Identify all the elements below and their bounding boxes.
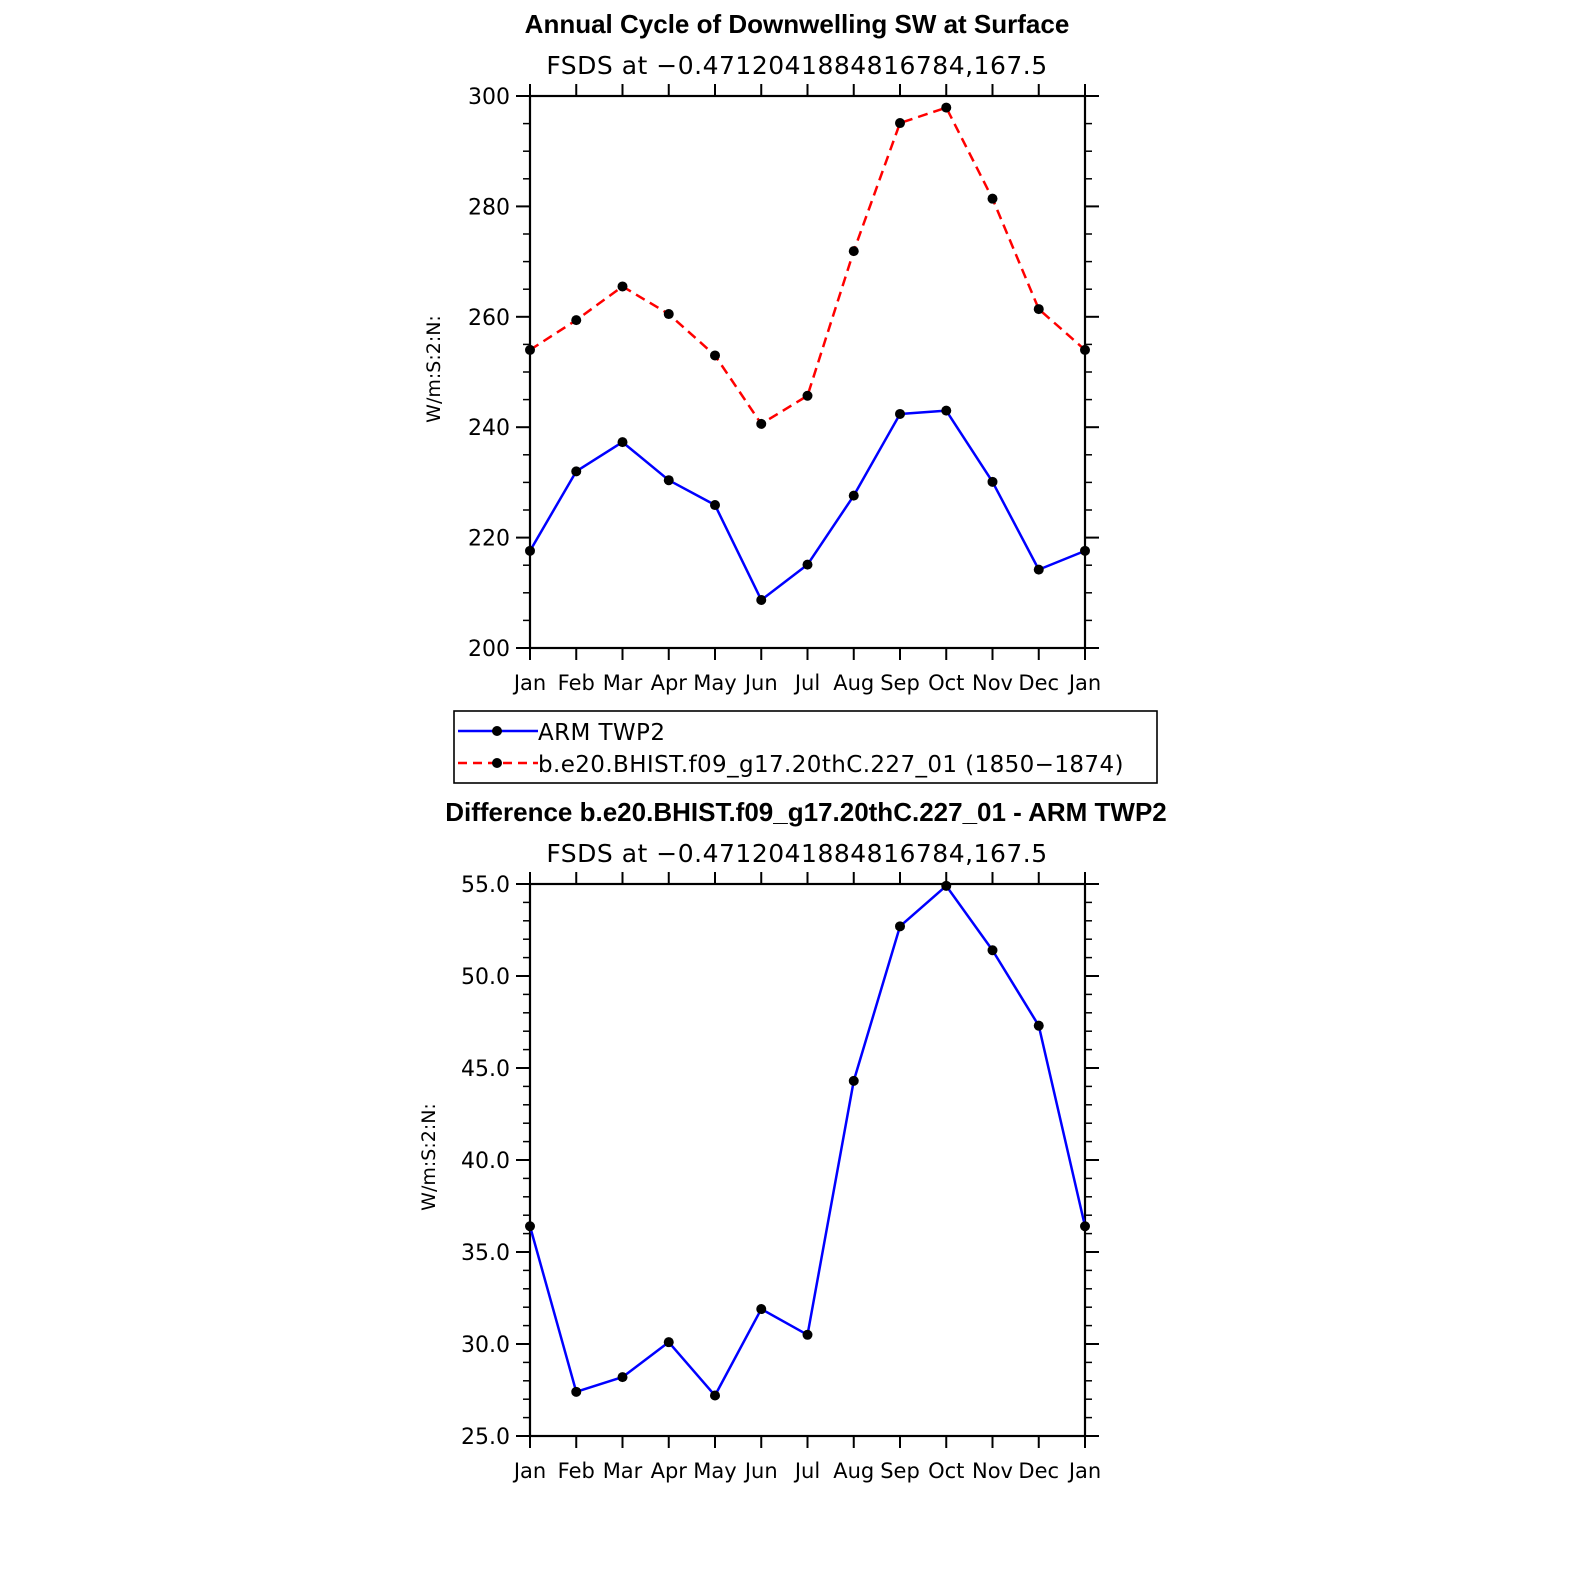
ytick-label: 30.0 xyxy=(461,1333,510,1358)
series-line-1 xyxy=(528,409,1086,602)
series-line-1 xyxy=(528,884,1087,1397)
ytick-label: 220 xyxy=(468,527,510,552)
series-1-point xyxy=(987,945,998,956)
series-1-point xyxy=(617,1372,628,1383)
chart-1-plot: 200 220 240 260 280 300 Jan Feb Mar Apr May Jun Jul A… xyxy=(468,84,1101,695)
xtick-label: Jan xyxy=(512,1459,546,1483)
series-1-point xyxy=(756,594,767,605)
legend-marker-model xyxy=(492,758,502,768)
series-2-point xyxy=(802,390,813,401)
xtick-label: Feb xyxy=(558,671,595,695)
series-1-point xyxy=(663,475,674,486)
series-2-point xyxy=(987,193,998,204)
legend-marker-arm-twp2 xyxy=(492,726,502,736)
chart-2-title: Difference b.e20.BHIST.f09_g17.20thC.227… xyxy=(445,797,1167,827)
series-2-point xyxy=(848,246,859,257)
chart-2-ylabel: W/m:S:2:N: xyxy=(418,1103,440,1211)
ytick-label: 25.0 xyxy=(461,1425,510,1450)
series-1-point xyxy=(941,880,952,891)
ytick-label: 260 xyxy=(468,306,510,331)
xtick-label: Sep xyxy=(880,671,920,695)
series-1-point xyxy=(525,545,535,556)
chart-2-subtitle: FSDS at −0.4712041884816784,167.5 xyxy=(546,839,1047,868)
chart-2-plot: 25.0 30.0 35.0 40.0 45.0 50.0 55.0 Jan Feb Mar Apr… xyxy=(461,872,1101,1483)
series-1-point xyxy=(802,559,813,570)
series-1-point xyxy=(1033,564,1044,575)
xtick-label: Nov xyxy=(972,671,1013,695)
series-2-point xyxy=(941,102,952,113)
xtick-label: Aug xyxy=(833,671,874,695)
xtick-label: Mar xyxy=(603,1459,643,1483)
series-1-point xyxy=(756,1304,767,1315)
series-1-point xyxy=(802,1329,813,1340)
xtick-label: Aug xyxy=(833,1459,874,1483)
xtick-label: Mar xyxy=(603,671,643,695)
xtick-label: May xyxy=(693,671,736,695)
xtick-label: May xyxy=(693,1459,736,1483)
ytick-label: 35.0 xyxy=(461,1241,510,1266)
chart-1-ylabel: W/m:S:2:N: xyxy=(423,315,445,423)
ytick-label: 200 xyxy=(468,637,510,662)
xtick-label: Jun xyxy=(743,671,778,695)
series-2-point xyxy=(1080,344,1090,355)
xtick-label: Sep xyxy=(880,1459,920,1483)
xtick-label: Apr xyxy=(651,671,688,695)
legend-box xyxy=(453,710,1158,784)
series-2-point xyxy=(571,315,582,326)
xtick-label: Oct xyxy=(928,671,964,695)
series-2-point xyxy=(663,309,674,320)
xtick-label: Jan xyxy=(1067,1459,1101,1483)
series-1-point xyxy=(848,1075,859,1086)
legend-label-model: b.e20.BHIST.f09_g17.20thC.227_01 (1850−1… xyxy=(538,752,1124,778)
series-1-point xyxy=(1080,545,1090,556)
ytick-label: 300 xyxy=(468,85,510,110)
xtick-label: Jan xyxy=(512,671,546,695)
series-1-point xyxy=(710,1390,720,1401)
series-1-point xyxy=(848,490,859,501)
series-1-point xyxy=(987,476,998,487)
series-2-point xyxy=(710,350,720,361)
xtick-label: Dec xyxy=(1018,671,1059,695)
series-2-point xyxy=(525,344,535,355)
xtick-label: Apr xyxy=(651,1459,688,1483)
chart-1-title: Annual Cycle of Downwelling SW at Surfac… xyxy=(525,9,1070,39)
series-2-point xyxy=(756,418,767,429)
ytick-label: 45.0 xyxy=(461,1057,510,1082)
chart-1-subtitle: FSDS at −0.4712041884816784,167.5 xyxy=(546,51,1047,80)
xtick-label: Dec xyxy=(1018,1459,1059,1483)
xtick-label: Jan xyxy=(1067,671,1101,695)
ytick-label: 240 xyxy=(468,416,510,441)
legend-label-arm-twp2: ARM TWP2 xyxy=(538,720,665,746)
ytick-label: 50.0 xyxy=(461,965,510,990)
chart-1-legend: ARM TWP2 b.e20.BHIST.f09_g17.20thC.227_0… xyxy=(453,710,1158,784)
series-1-point xyxy=(663,1337,674,1348)
series-2-point xyxy=(617,281,628,292)
xtick-label: Feb xyxy=(558,1459,595,1483)
series-1-point xyxy=(1033,1020,1044,1031)
xtick-label: Jul xyxy=(793,1459,820,1483)
series-1-point xyxy=(571,466,582,477)
xtick-label: Jul xyxy=(793,671,820,695)
xtick-label: Oct xyxy=(928,1459,964,1483)
series-1-point xyxy=(895,408,905,419)
series-1-point xyxy=(710,500,720,511)
series-2-point xyxy=(895,118,905,129)
ytick-label: 280 xyxy=(468,195,510,220)
ytick-label: 40.0 xyxy=(461,1149,510,1174)
series-1-point xyxy=(571,1386,582,1397)
series-1-point xyxy=(895,921,905,932)
series-1-point xyxy=(1080,1221,1090,1232)
xtick-label: Jun xyxy=(743,1459,778,1483)
series-1-point xyxy=(941,405,952,416)
ytick-label: 55.0 xyxy=(461,873,510,898)
series-line-2 xyxy=(529,106,1086,426)
xtick-label: Nov xyxy=(972,1459,1013,1483)
series-1-point xyxy=(525,1221,535,1232)
series-1-point xyxy=(617,437,628,448)
series-2-point xyxy=(1033,304,1044,315)
